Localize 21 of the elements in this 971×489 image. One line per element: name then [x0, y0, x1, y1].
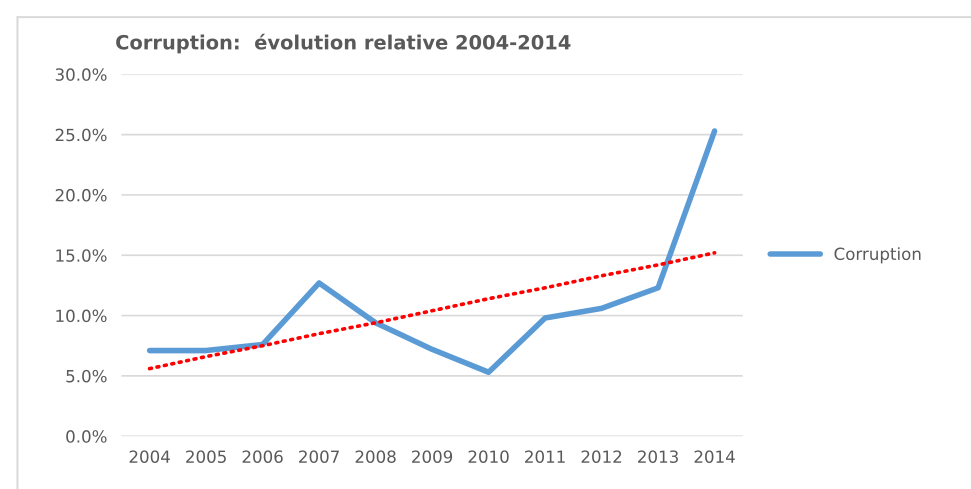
x-tick-label: 2006 [242, 450, 283, 463]
x-tick-label: 2011 [525, 450, 565, 463]
y-tick-label: 0.0% [66, 430, 107, 443]
legend-label: Corruption [834, 247, 920, 264]
y-tick-label: 10.0% [56, 310, 107, 322]
x-tick-label: 2007 [299, 450, 339, 463]
x-tick-label: 2005 [186, 450, 226, 463]
x-tick-label: 2009 [412, 450, 452, 463]
y-tick-label: 5.0% [66, 370, 107, 382]
y-tick-label: 20.0% [56, 188, 107, 202]
x-tick-label: 2014 [694, 450, 735, 463]
line-series [148, 251, 716, 370]
x-tick-label: 2008 [356, 450, 396, 463]
y-tick-label: 15.0% [56, 249, 107, 262]
x-tick-label: 2013 [638, 450, 678, 463]
y-tick-label: 25.0% [56, 128, 107, 142]
x-tick-label: 2004 [130, 450, 170, 463]
chart-title: Corruption: évolution relative 2004-2014 [116, 34, 570, 54]
x-tick-label: 2010 [468, 450, 509, 463]
y-tick-label: 30.0% [56, 68, 107, 81]
x-tick-label: 2012 [582, 450, 622, 463]
